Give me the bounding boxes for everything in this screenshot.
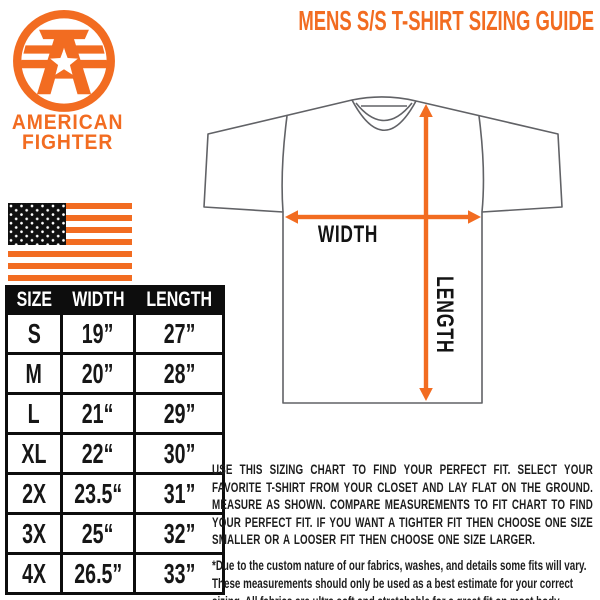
length-cell: 27” — [132, 312, 226, 355]
brand-line-1: AMERICAN — [12, 111, 124, 134]
collar — [351, 99, 417, 131]
usa-flag-icon — [8, 203, 132, 281]
size-cell: S — [5, 312, 63, 355]
header-size: SIZE — [5, 285, 63, 315]
width-cell: 26.5” — [60, 552, 136, 595]
shirt-outline — [203, 96, 563, 404]
width-dimension-label: WIDTH — [317, 221, 379, 248]
length-cell: 29” — [132, 392, 226, 435]
size-cell: L — [5, 392, 63, 435]
table-row: 4X 26.5” 33” — [5, 552, 226, 595]
length-dimension-label: LENGTH — [431, 276, 458, 354]
size-cell: 2X — [5, 472, 63, 515]
brand-line-2: FIGHTER — [22, 131, 114, 154]
table-row: XL 22“ 30” — [5, 432, 226, 475]
width-cell: 20” — [60, 352, 136, 395]
american-fighter-logo-icon — [12, 10, 116, 114]
instructions-text: USE THIS SIZING CHART TO FIND YOUR PERFE… — [212, 462, 593, 548]
table-row: S 19” 27” — [5, 312, 226, 355]
header-width: WIDTH — [60, 285, 136, 315]
length-cell: 28” — [132, 352, 226, 395]
width-cell: 21“ — [60, 392, 136, 435]
size-cell: 4X — [5, 552, 63, 595]
length-cell: 32” — [132, 512, 226, 555]
size-cell: 3X — [5, 512, 63, 555]
table-row: 2X 23.5“ 31” — [5, 472, 226, 515]
length-cell: 30” — [132, 432, 226, 475]
length-arrow — [419, 104, 433, 401]
table-row: L 21“ 29” — [5, 392, 226, 435]
flag-canton-stars — [8, 203, 66, 245]
width-arrow — [285, 210, 481, 224]
size-table: SIZE WIDTH LENGTH S 19” 27” M 20” 28” L — [5, 285, 226, 595]
fit-copy-block: USE THIS SIZING CHART TO FIND YOUR PERFE… — [212, 461, 593, 600]
page-title: MENS S/S T-SHIRT SIZING GUIDE — [298, 5, 594, 36]
disclaimer-text: *Due to the custom nature of our fabrics… — [212, 557, 587, 600]
length-cell: 33” — [132, 552, 226, 595]
table-row: 3X 25“ 32” — [5, 512, 226, 555]
table-row: M 20” 28” — [5, 352, 226, 395]
header-length: LENGTH — [132, 285, 226, 315]
width-cell: 25“ — [60, 512, 136, 555]
width-cell: 22“ — [60, 432, 136, 475]
width-cell: 19” — [60, 312, 136, 355]
size-cell: M — [5, 352, 63, 395]
size-table-header-row: SIZE WIDTH LENGTH — [5, 285, 226, 315]
length-cell: 31” — [132, 472, 226, 515]
size-cell: XL — [5, 432, 63, 475]
brand-wordmark: AMERICAN FIGHTER — [0, 111, 136, 154]
width-cell: 23.5“ — [60, 472, 136, 515]
